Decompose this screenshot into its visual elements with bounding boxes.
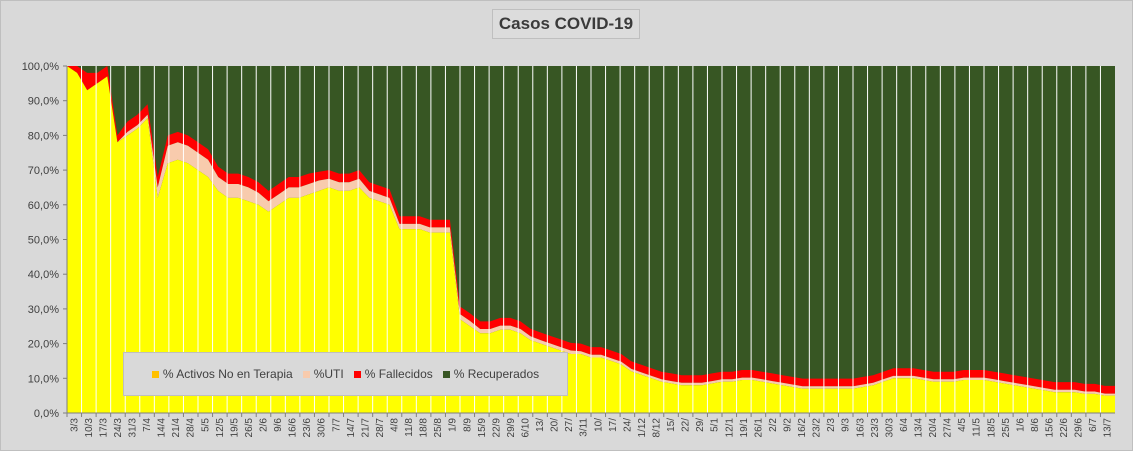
x-tick-label: 5/1 [710, 418, 721, 432]
x-tick-label: 2/3 [826, 418, 837, 432]
x-tick-label: 24/3 [113, 418, 124, 438]
x-tick-label: 6/4 [899, 418, 910, 432]
x-tick-label: 27/ [564, 418, 575, 432]
x-tick-label: 1/12 [637, 418, 648, 438]
y-tick-label: 0,0% [34, 408, 59, 420]
x-tick-label: 7/4 [142, 418, 153, 432]
x-tick-label: 19/5 [229, 418, 240, 438]
x-tick-label: 16/3 [855, 418, 866, 438]
legend-item-recuperados: % Recuperados [442, 367, 540, 381]
legend-swatch-recuperados [442, 370, 450, 378]
x-tick-label: 16/2 [797, 418, 808, 438]
x-tick-label: 27/4 [943, 418, 954, 438]
x-tick-label: 3/11 [579, 418, 590, 437]
x-tick-label: 17/ [608, 418, 619, 432]
x-tick-label: 10/ [593, 418, 604, 432]
x-tick-label: 22/9 [491, 418, 502, 438]
x-tick-label: 9/3 [841, 418, 852, 432]
y-tick-label: 100,0% [22, 61, 60, 73]
x-tick-label: 2/2 [768, 418, 779, 432]
y-tick-label: 40,0% [28, 269, 59, 281]
x-tick-label: 16/6 [288, 418, 299, 438]
x-tick-label: 29/9 [506, 418, 517, 438]
y-tick-label: 30,0% [28, 304, 59, 316]
x-tick-label: 1/9 [448, 418, 459, 432]
x-tick-label: 13/4 [914, 418, 925, 438]
x-tick-label: 22/6 [1059, 418, 1070, 438]
x-tick-label: 21/7 [360, 418, 371, 438]
y-tick-label: 70,0% [28, 165, 59, 177]
x-tick-label: 8/12 [652, 418, 663, 438]
x-tick-label: 7/7 [331, 418, 342, 432]
x-tick-label: 11/8 [404, 418, 415, 437]
x-tick-label: 6/7 [1088, 418, 1099, 432]
x-tick-label: 24/ [622, 418, 633, 432]
legend-label-activos: % Activos No en Terapia [162, 367, 293, 381]
x-tick-label: 10/3 [84, 418, 95, 438]
x-tick-label: 18/8 [419, 418, 430, 438]
x-tick-label: 12/5 [215, 418, 226, 438]
y-tick-label: 80,0% [28, 130, 59, 142]
chart-legend: % Activos No en Terapia %UTI % Fallecido… [123, 352, 568, 396]
x-tick-label: 25/5 [1001, 418, 1012, 438]
x-tick-label: 15/6 [1045, 418, 1056, 438]
legend-label-recuperados: % Recuperados [453, 367, 540, 381]
x-tick-label: 15/9 [477, 418, 488, 438]
x-tick-label: 3/3 [69, 418, 80, 432]
x-tick-label: 13/ [535, 418, 546, 432]
legend-swatch-activos [151, 370, 159, 378]
x-tick-label: 9/2 [783, 418, 794, 432]
x-tick-label: 23/3 [870, 418, 881, 438]
x-tick-label: 26/1 [753, 418, 764, 438]
y-tick-label: 20,0% [28, 339, 59, 351]
legend-item-activos: % Activos No en Terapia [151, 367, 293, 381]
x-tick-label: 4/8 [390, 418, 401, 432]
x-tick-label: 15/ [666, 418, 677, 432]
x-tick-label: 14/4 [157, 418, 168, 438]
y-tick-label: 50,0% [28, 235, 59, 247]
x-tick-label: 19/1 [739, 418, 750, 438]
x-tick-label: 23/6 [302, 418, 313, 438]
x-tick-label: 23/2 [812, 418, 823, 438]
x-tick-label: 28/4 [186, 418, 197, 438]
x-tick-label: 8/9 [462, 418, 473, 432]
x-tick-label: 26/5 [244, 418, 255, 438]
x-tick-label: 5/5 [200, 418, 211, 432]
legend-swatch-uti [302, 370, 310, 378]
y-tick-label: 90,0% [28, 96, 59, 108]
y-tick-label: 10,0% [28, 373, 59, 385]
x-tick-label: 4/5 [957, 418, 968, 432]
legend-label-fallecidos: % Fallecidos [364, 367, 433, 381]
x-tick-label: 28/7 [375, 418, 386, 438]
x-tick-label: 1/6 [1015, 418, 1026, 432]
x-tick-label: 25/8 [433, 418, 444, 438]
x-tick-label: 20/4 [928, 418, 939, 438]
x-tick-label: 29/6 [1074, 418, 1085, 438]
legend-swatch-fallecidos [353, 370, 361, 378]
x-tick-label: 12/1 [724, 418, 735, 438]
x-tick-label: 9/6 [273, 418, 284, 432]
legend-item-fallecidos: % Fallecidos [353, 367, 433, 381]
chart-title: Casos COVID-19 [492, 9, 640, 39]
x-tick-label: 29/ [695, 418, 706, 432]
x-tick-label: 2/6 [259, 418, 270, 432]
x-tick-label: 21/4 [171, 418, 182, 438]
x-tick-label: 30/6 [317, 418, 328, 438]
x-tick-label: 11/5 [972, 418, 983, 437]
x-tick-label: 18/5 [986, 418, 997, 438]
x-tick-label: 31/3 [128, 418, 139, 438]
legend-item-uti: %UTI [302, 367, 344, 381]
x-tick-label: 20/ [550, 418, 561, 432]
x-tick-label: 13/7 [1103, 418, 1114, 438]
x-tick-label: 8/6 [1030, 418, 1041, 432]
x-tick-label: 6/10 [521, 418, 532, 438]
legend-label-uti: %UTI [313, 367, 344, 381]
x-tick-label: 30/3 [884, 418, 895, 438]
y-tick-label: 60,0% [28, 200, 59, 212]
x-tick-label: 22/ [681, 418, 692, 432]
x-tick-label: 17/3 [98, 418, 109, 438]
x-tick-label: 14/7 [346, 418, 357, 438]
